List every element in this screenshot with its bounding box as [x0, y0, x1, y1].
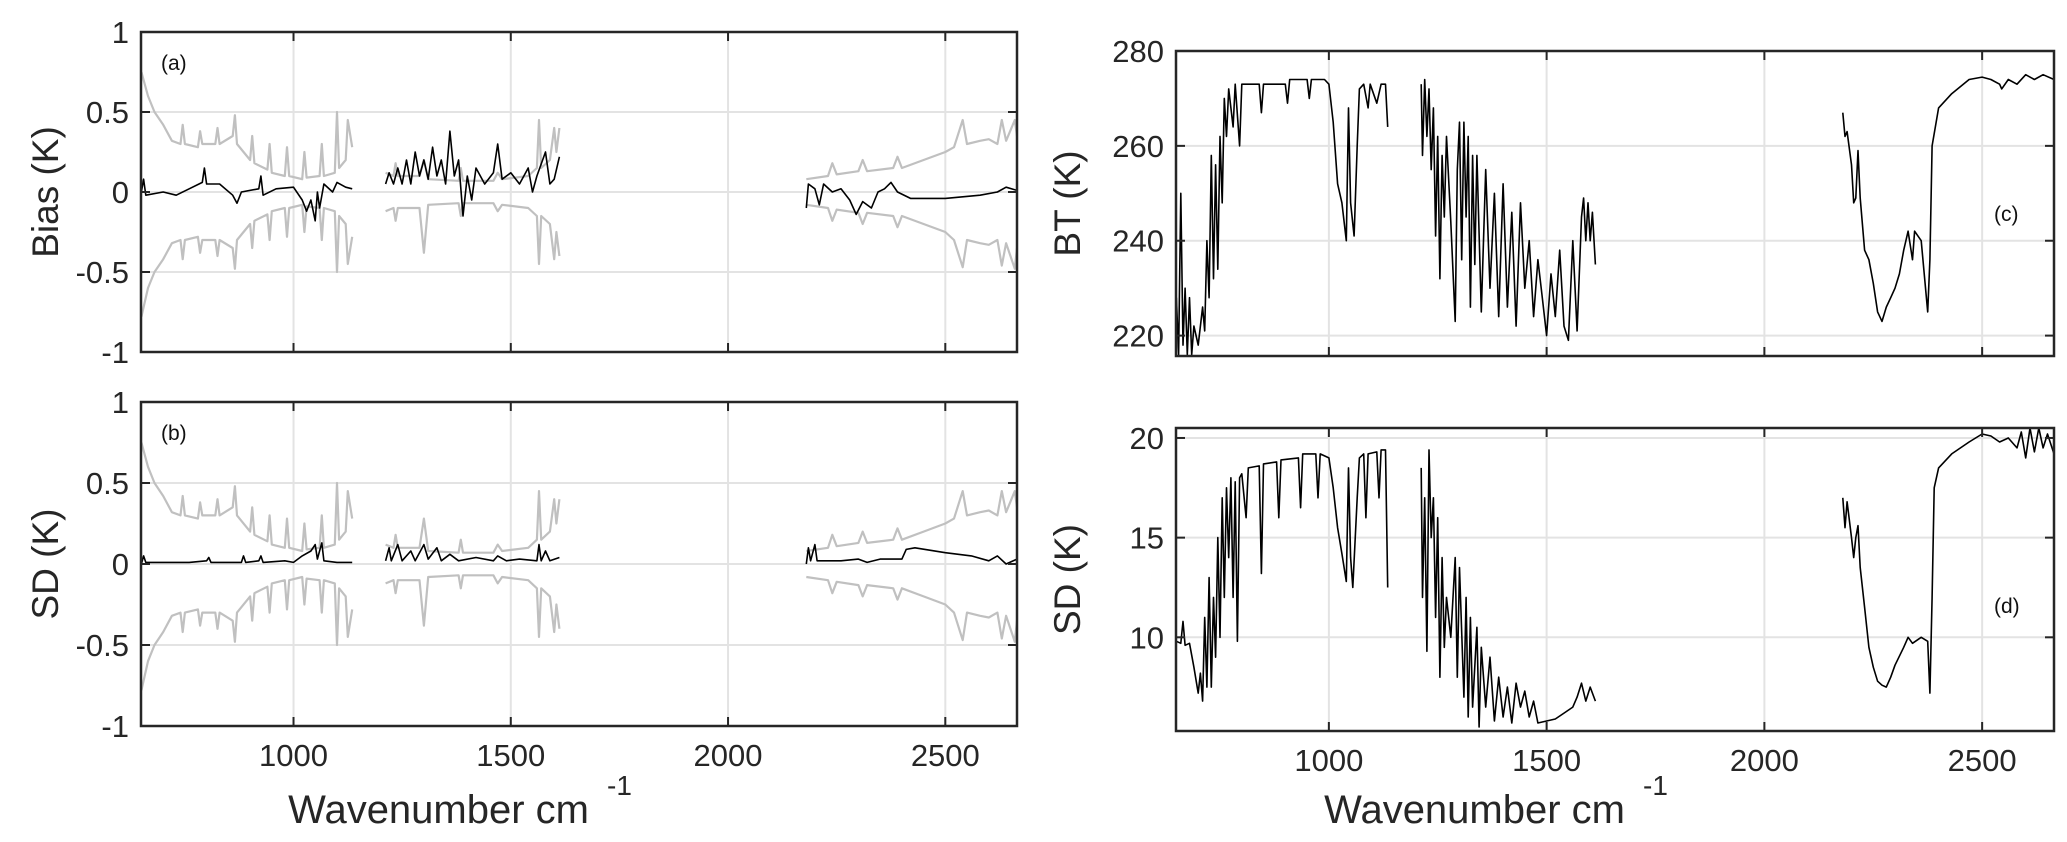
series-noise-upper-line	[385, 490, 561, 554]
x-tick-label: 2000	[694, 738, 763, 773]
y-tick-label: -0.5	[76, 628, 129, 663]
x-axis-label: Wavenumber cm	[288, 788, 589, 832]
series-noise-lower-line	[385, 202, 561, 266]
y-tick-label: 10	[1130, 620, 1164, 655]
y-tick-label: 20	[1130, 421, 1164, 456]
panel-b: 1000 1500 2000 2500 -1 -0.5 0 0.5 1 SD (K) (b) Wave…	[25, 385, 1019, 832]
y-tick-label: 0.5	[86, 95, 129, 130]
y-tick-label: 260	[1112, 129, 1164, 164]
y-tick-label: 15	[1130, 521, 1164, 556]
y-tick-label: -0.5	[76, 255, 129, 290]
x-tick-label: 2000	[1730, 743, 1799, 778]
series-bias-line	[384, 130, 561, 217]
series-sd-line	[384, 543, 560, 562]
x-tick-label: 1500	[1512, 743, 1581, 778]
y-tick-label: 1	[112, 385, 129, 420]
x-tick-label: 1500	[476, 738, 545, 773]
series-bt-line	[1842, 73, 2054, 323]
series-noise-upper-line	[385, 118, 561, 182]
series-noise-upper-line	[806, 490, 1017, 553]
series-noise-lower-line	[806, 203, 1017, 270]
series-bias-line	[805, 181, 1017, 216]
series-sd-line	[1176, 449, 1389, 702]
y-tick-label: 280	[1112, 34, 1164, 69]
series-noise-upper-line	[141, 71, 354, 181]
series-noise-upper-line	[806, 118, 1017, 181]
x-tick-label: 2500	[911, 738, 980, 773]
y-tick-label: 0	[112, 175, 129, 210]
panel-label: (a)	[161, 52, 187, 75]
series-noise-lower-line	[806, 575, 1017, 643]
panel-d: 1000 1500 2000 2500 10 15 20 SD (K) (d) Wavenumbe…	[1047, 421, 2056, 832]
y-axis-label: SD (K)	[1047, 524, 1088, 635]
panel-a: -1 -0.5 0 0.5 1 Bias (K) (a)	[25, 15, 1019, 370]
series-noise-upper-line	[141, 442, 354, 553]
y-axis-label: Bias (K)	[25, 126, 66, 258]
x-axis-label: Wavenumber cm	[1324, 788, 1625, 832]
x-tick-label: 1000	[1294, 743, 1363, 778]
series-noise-lower-line	[385, 574, 561, 639]
x-axis-label-exponent: -1	[1643, 770, 1668, 801]
series-bias-line	[141, 167, 353, 222]
series-sd-line	[805, 543, 1017, 565]
series-noise-lower-line	[141, 575, 354, 691]
series-bt-line	[1176, 78, 1389, 356]
series-sd-line	[141, 542, 353, 565]
axes-frame	[1174, 49, 2056, 358]
panel-label: (d)	[1994, 595, 2020, 618]
x-axis-label-exponent: -1	[607, 770, 632, 801]
panel-label: (c)	[1994, 203, 2019, 226]
x-tick-label: 1000	[259, 738, 328, 773]
y-axis-label: SD (K)	[25, 509, 66, 620]
y-tick-label: 0.5	[86, 466, 129, 501]
y-tick-label: 240	[1112, 224, 1164, 259]
series-bt-line	[1420, 78, 1597, 342]
y-tick-label: 0	[112, 547, 129, 582]
series-sd-line	[1420, 449, 1597, 728]
series-sd-line	[1842, 428, 2054, 694]
x-tick-label: 2500	[1948, 743, 2017, 778]
series-noise-lower-line	[141, 203, 354, 318]
panel-label: (b)	[161, 422, 187, 445]
y-axis-label: BT (K)	[1047, 150, 1088, 256]
y-tick-label: -1	[101, 335, 129, 370]
y-tick-label: -1	[101, 709, 129, 744]
y-tick-label: 1	[112, 15, 129, 50]
axes-frame	[1174, 426, 2056, 733]
y-tick-label: 220	[1112, 319, 1164, 354]
panel-c: 220 240 260 280 BT (K) (c)	[1047, 34, 2056, 358]
